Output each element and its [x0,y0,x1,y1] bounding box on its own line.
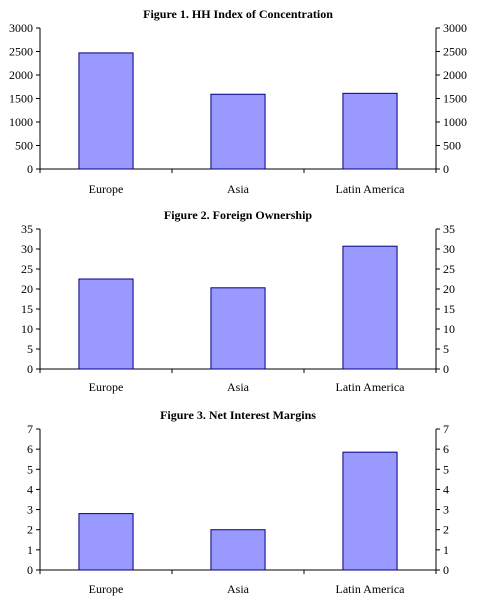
y-tick-label-left: 0 [27,162,33,176]
y-tick-label-right: 10 [443,322,455,336]
y-tick-label-right: 6 [443,442,449,456]
y-tick-label-right: 7 [443,422,449,436]
bar-asia [210,93,266,170]
category-label: Asia [227,380,250,394]
category-label: Asia [227,182,250,196]
y-tick-label-left: 2000 [9,68,33,82]
y-tick-label-right: 25 [443,262,455,276]
y-tick-label-right: 35 [443,222,455,236]
y-tick-label-left: 5 [27,462,33,476]
y-tick-label-right: 1 [443,543,449,557]
y-tick-label-right: 3000 [443,21,467,35]
y-tick-label-right: 5 [443,462,449,476]
y-tick-label-left: 7 [27,422,33,436]
y-tick-label-left: 2500 [9,45,33,59]
y-tick-label-left: 25 [21,262,33,276]
y-tick-label-left: 30 [21,242,33,256]
chart-title: Figure 2. Foreign Ownership [164,208,313,222]
y-tick-label-right: 1500 [443,92,467,106]
y-tick-label-right: 0 [443,362,449,376]
category-label: Latin America [336,582,406,596]
category-label: Latin America [336,380,406,394]
y-tick-label-left: 4 [27,482,33,496]
bar-latin-america [342,92,398,170]
y-tick-label-right: 500 [443,139,461,153]
y-tick-label-left: 15 [21,302,33,316]
y-tick-label-left: 1500 [9,92,33,106]
y-tick-label-left: 1000 [9,115,33,129]
category-label: Asia [227,582,250,596]
bar-europe [78,513,134,571]
y-tick-label-right: 30 [443,242,455,256]
y-tick-label-right: 0 [443,563,449,577]
bar-latin-america [342,451,398,571]
category-label: Europe [89,380,124,394]
y-tick-label-left: 0 [27,362,33,376]
y-tick-label-right: 15 [443,302,455,316]
y-tick-label-left: 35 [21,222,33,236]
bar-europe [78,278,134,370]
y-tick-label-left: 1 [27,543,33,557]
y-tick-label-right: 3 [443,503,449,517]
y-tick-label-right: 5 [443,342,449,356]
y-tick-label-left: 2 [27,523,33,537]
bar-asia [210,529,266,571]
chart-title: Figure 3. Net Interest Margins [160,408,316,422]
bar-latin-america [342,245,398,370]
chart-title: Figure 1. HH Index of Concentration [143,7,333,21]
y-tick-label-left: 3 [27,503,33,517]
category-label: Latin America [336,182,406,196]
category-label: Europe [89,582,124,596]
y-tick-label-left: 20 [21,282,33,296]
y-tick-label-left: 500 [15,139,33,153]
y-tick-label-left: 0 [27,563,33,577]
y-tick-label-right: 1000 [443,115,467,129]
y-tick-label-right: 2 [443,523,449,537]
category-label: Europe [89,182,124,196]
bar-asia [210,287,266,370]
bar-europe [78,52,134,170]
y-tick-label-right: 2000 [443,68,467,82]
y-tick-label-left: 10 [21,322,33,336]
y-tick-label-right: 2500 [443,45,467,59]
y-tick-label-left: 6 [27,442,33,456]
y-tick-label-left: 5 [27,342,33,356]
y-tick-label-right: 20 [443,282,455,296]
y-tick-label-left: 3000 [9,21,33,35]
y-tick-label-right: 0 [443,162,449,176]
y-tick-label-right: 4 [443,482,449,496]
